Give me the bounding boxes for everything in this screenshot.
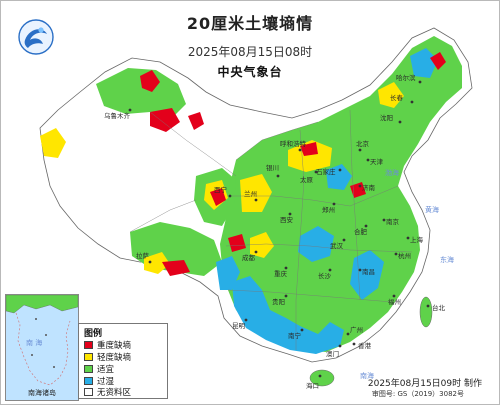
city-label: 沈阳 [380, 113, 393, 122]
city-label: 贵阳 [272, 297, 285, 306]
legend-swatch-severe [84, 341, 93, 349]
city-label: 武汉 [330, 241, 344, 250]
severe-drought-tibet [162, 260, 190, 276]
map-datetime: 2025年08月15日08时 [187, 45, 313, 59]
inset-sea-label: 南 海 [26, 338, 42, 347]
city-label: 西安 [280, 215, 294, 224]
legend-item-appropriate: 适宜 [84, 363, 114, 375]
wet-region-central [298, 226, 334, 262]
legend-label: 适宜 [97, 365, 115, 375]
legend: 图例 重度缺墒 轻度缺墒 适宜 过湿 无资料区 [78, 323, 168, 399]
city-label: 上海 [410, 235, 424, 244]
city-label: 银川 [266, 163, 279, 172]
city-label: 天津 [370, 158, 384, 166]
city-label: 合肥 [354, 227, 368, 236]
city-label: 广州 [350, 325, 363, 334]
city-labels: 哈尔滨 长春 沈阳 北京 天津 石家庄 太原 济南 郑州 西安 兰州 西宁 银川… [104, 73, 446, 390]
city-label: 重庆 [274, 269, 288, 278]
city-label: 郑州 [322, 206, 335, 214]
green-region-xinjiang [96, 68, 186, 118]
legend-swatch-appropriate [84, 365, 93, 373]
legend-label: 重度缺墒 [97, 341, 132, 351]
city-label: 香港 [358, 341, 372, 350]
city-label: 成都 [242, 253, 256, 262]
production-time: 2025年08月15日09时 制作 [367, 379, 482, 389]
legend-swatch-wet [84, 377, 93, 385]
light-drought-xinjiang [40, 128, 66, 158]
city-label: 济南 [362, 183, 376, 192]
green-region-east [220, 36, 462, 352]
legend-item-severe: 重度缺墒 [84, 339, 131, 351]
sea-label-south: 南海 [360, 371, 374, 380]
severe-drought-xinjiang-north [140, 70, 160, 92]
severe-drought-northeast [430, 52, 446, 70]
wet-region-northeast [410, 48, 438, 78]
legend-label: 过湿 [97, 377, 115, 387]
city-label: 海口 [306, 381, 319, 390]
light-drought-north [288, 140, 332, 172]
severe-drought-north [300, 142, 318, 156]
province-boundaries [129, 109, 413, 350]
light-drought-tibet [144, 252, 170, 274]
legend-label: 无资料区 [97, 388, 132, 398]
severe-drought-shandong [350, 182, 366, 198]
sea-label-east: 东海 [440, 255, 454, 264]
legend-swatch-nodata [84, 388, 93, 396]
inset-caption: 南海诸岛 [28, 389, 56, 397]
city-label: 南京 [386, 217, 400, 226]
severe-drought-xinjiang-east [150, 108, 180, 132]
city-label: 拉萨 [136, 251, 150, 260]
taiwan-island [419, 296, 433, 328]
map-approval-number: 审图号: GS（2019）3082号 [371, 390, 464, 398]
city-label: 福州 [388, 297, 401, 306]
cma-logo-icon [18, 19, 54, 55]
city-label: 兰州 [244, 189, 257, 198]
city-label: 太原 [300, 175, 314, 184]
map-title: 20厘米土壤墒情 [186, 14, 314, 33]
legend-swatch-light [84, 353, 93, 361]
wet-region-south [232, 276, 344, 354]
light-drought-northeast [378, 82, 404, 108]
light-drought-loess [240, 174, 272, 212]
city-label: 台北 [432, 303, 446, 312]
wet-region-north [326, 164, 352, 190]
city-label: 石家庄 [316, 167, 336, 176]
hainan-island [309, 369, 335, 387]
legend-title: 图例 [84, 329, 103, 339]
city-label: 澳门 [326, 349, 339, 358]
wet-region-southeast [350, 250, 384, 300]
city-label: 昆明 [232, 322, 246, 330]
city-label: 哈尔滨 [396, 73, 416, 82]
wet-region-southwest [216, 256, 240, 290]
legend-label: 轻度缺墒 [97, 353, 132, 363]
city-label: 杭州 [398, 251, 411, 260]
south-china-sea-inset: 南 海 南海诸岛 [5, 294, 79, 401]
city-label: 长春 [390, 93, 404, 102]
city-label: 西宁 [214, 185, 228, 194]
sea-label-bohai: 渤海 [385, 168, 399, 177]
map-agency: 中央气象台 [217, 65, 283, 79]
sea-label-yellow: 黄海 [425, 205, 439, 214]
severe-drought-qinghai [210, 188, 226, 206]
city-label: 呼和浩特 [280, 139, 307, 148]
legend-item-wet: 过湿 [84, 375, 114, 387]
legend-item-nodata: 无资料区 [84, 386, 131, 398]
city-label: 南昌 [362, 267, 375, 276]
severe-drought-sichuan [228, 234, 246, 252]
inset-map: 南 海 [6, 295, 78, 386]
city-label: 南宁 [288, 331, 302, 340]
city-label: 长沙 [318, 271, 332, 280]
severe-drought-xinjiang-west [188, 112, 204, 130]
city-label: 北京 [356, 139, 370, 148]
legend-item-light: 轻度缺墒 [84, 351, 131, 363]
city-label: 乌鲁木齐 [104, 111, 131, 120]
